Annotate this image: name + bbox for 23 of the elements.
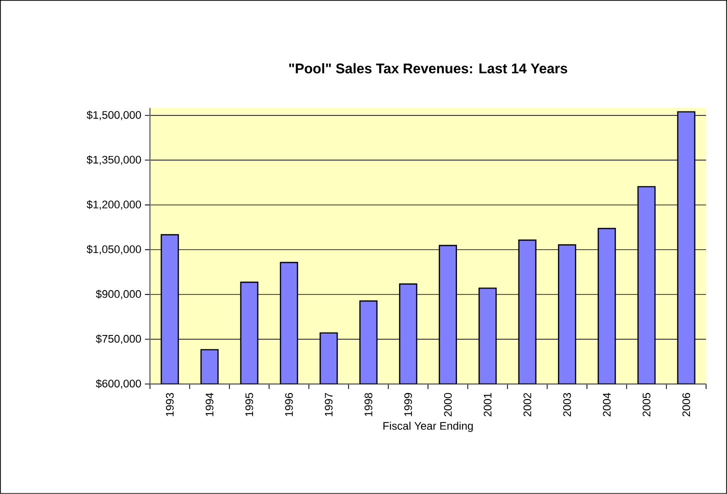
x-tick-label: 2001	[484, 393, 492, 416]
x-tick-label: 2006	[682, 393, 690, 416]
x-tick-label: 2004	[602, 392, 611, 416]
x-tick-label: 1994	[206, 392, 214, 416]
x-tick-label: 1997	[324, 393, 333, 416]
y-tick-label: $900,000	[96, 290, 141, 300]
y-tick-label: $1,500,000	[86, 110, 141, 120]
x-tick-label: 1993	[166, 393, 174, 416]
x-tick-label: 1996	[285, 393, 293, 416]
x-tick-label: 2002	[523, 393, 532, 416]
x-tick-label: 2005	[642, 393, 650, 416]
x-tick-label: 1999	[404, 393, 412, 416]
x-tick-label: 2000	[444, 392, 452, 416]
x-tick-label: 1995	[245, 393, 254, 416]
x-tick-label: 2003	[563, 393, 571, 416]
y-tick-label: $600,000	[96, 379, 141, 389]
y-tick-label: $1,200,000	[86, 200, 141, 210]
y-tick-label: $750,000	[96, 334, 141, 344]
x-axis-title: Fiscal Year Ending	[383, 422, 473, 432]
y-tick-label: $1,350,000	[86, 155, 141, 165]
y-tick-label: $1,050,000	[86, 244, 141, 254]
chart-title: "Pool" Sales Tax Revenues: Last 14 Years	[289, 63, 568, 74]
x-tick-label: 1998	[364, 393, 372, 416]
